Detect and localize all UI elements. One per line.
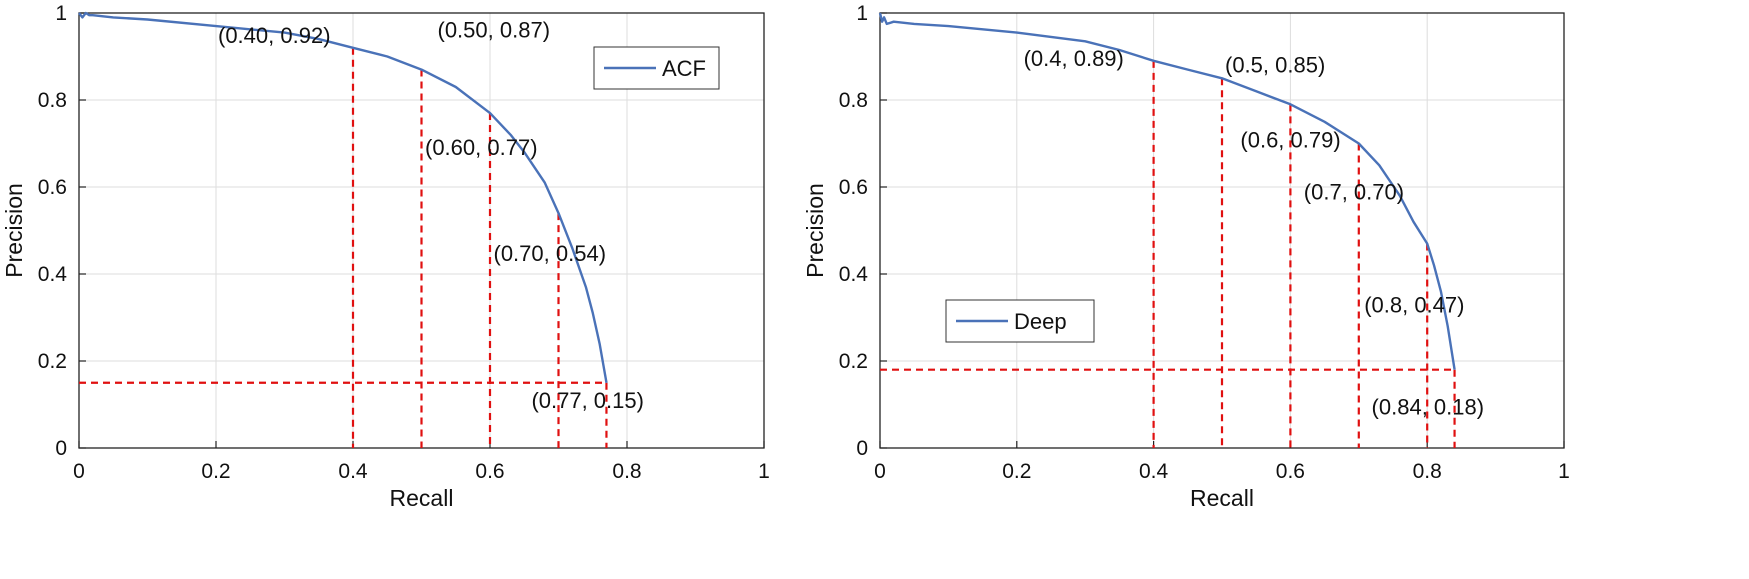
x-axis-label: Recall	[390, 485, 454, 511]
y-tick-label: 1	[55, 2, 67, 25]
point-label: (0.60, 0.77)	[425, 135, 538, 160]
x-tick-label: 1	[1558, 460, 1570, 483]
y-tick-label: 0.8	[839, 89, 868, 112]
y-axis-label: Precision	[1, 183, 27, 278]
point-label: (0.77, 0.15)	[531, 388, 644, 413]
y-tick-label: 0.4	[839, 263, 869, 286]
x-tick-label: 0.4	[1139, 460, 1169, 483]
point-label: (0.6, 0.79)	[1240, 127, 1340, 152]
point-label: (0.8, 0.47)	[1364, 293, 1464, 318]
y-tick-label: 0.6	[38, 176, 67, 199]
legend: Deep	[945, 299, 1095, 343]
y-tick-label: 0.4	[38, 263, 68, 286]
x-tick-label: 0	[73, 460, 85, 483]
y-tick-label: 0.2	[38, 350, 67, 373]
x-tick-label: 0.6	[1276, 460, 1305, 483]
x-tick-label: 1	[758, 460, 770, 483]
point-label: (0.5, 0.85)	[1225, 52, 1325, 77]
x-tick-label: 0	[874, 460, 886, 483]
legend: ACF	[593, 46, 720, 90]
point-label: (0.84, 0.18)	[1372, 395, 1485, 420]
y-tick-label: 0.6	[839, 176, 868, 199]
x-tick-label: 0.6	[475, 460, 504, 483]
y-axis-label: Precision	[802, 183, 828, 278]
reference-lines	[880, 60, 1456, 448]
chart-panel-1: 0 0.2 0.4 0.6 0.8 1 0 0.2 0.4 0.6 0.8 1 Recall Precis…	[1, 2, 770, 511]
plot-area-frame	[879, 12, 1565, 449]
x-tick-label: 0.2	[201, 460, 230, 483]
legend-label: ACF	[662, 56, 706, 81]
reference-lines	[79, 47, 608, 448]
y-tick-label: 0.8	[38, 89, 67, 112]
series-line-deep	[878, 12, 1456, 370]
x-tick-label: 0.8	[612, 460, 641, 483]
y-tick-label: 0	[856, 437, 868, 460]
chart-panel-2: 0 0.2 0.4 0.6 0.8 1 0 0.2 0.4 0.6 0.8 1 Recall Precis…	[802, 2, 1570, 511]
point-label: (0.7, 0.70)	[1304, 180, 1404, 205]
point-label: (0.70, 0.54)	[494, 241, 607, 266]
x-axis-label: Recall	[1190, 485, 1254, 511]
x-tick-label: 0.4	[338, 460, 368, 483]
point-label: (0.4, 0.89)	[1024, 46, 1124, 71]
x-tick-label: 0.2	[1002, 460, 1031, 483]
point-label: (0.50, 0.87)	[438, 18, 551, 43]
series-line-acf	[78, 11, 608, 384]
x-tick-label: 0.8	[1413, 460, 1442, 483]
y-tick-label: 0.2	[839, 350, 868, 373]
y-tick-label: 1	[856, 2, 868, 25]
point-label: (0.40, 0.92)	[218, 23, 331, 48]
y-tick-label: 0	[55, 437, 67, 460]
legend-label: Deep	[1014, 309, 1067, 334]
